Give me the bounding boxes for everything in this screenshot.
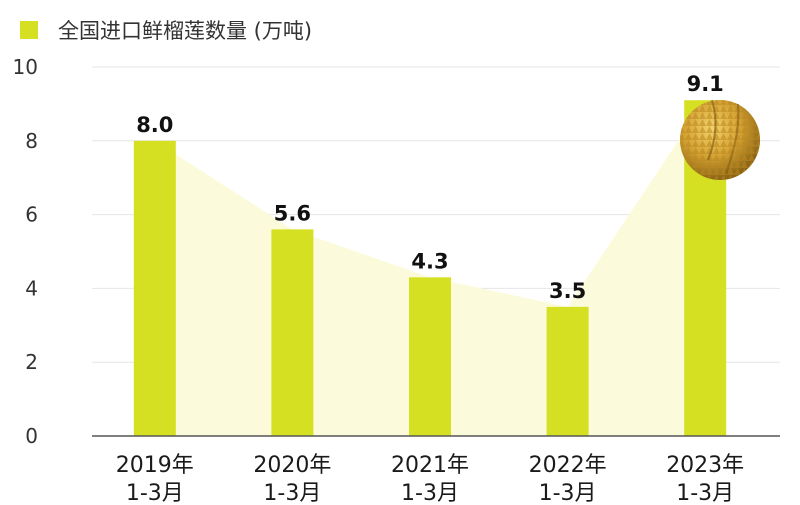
y-tick-label: 0 (25, 424, 38, 448)
bar (409, 277, 451, 436)
x-category-label: 2019年 (116, 453, 194, 478)
y-tick-label: 6 (25, 203, 38, 227)
bar (271, 229, 314, 436)
durian-icon (680, 99, 760, 180)
legend: 全国进口鲜榴莲数量 (万吨) (20, 19, 312, 43)
y-tick-label: 2 (25, 350, 38, 374)
bar (133, 140, 176, 437)
bar-value-label: 8.0 (136, 113, 173, 137)
bar-value-label: 3.5 (549, 279, 586, 303)
x-category-label: 2022年 (529, 453, 607, 478)
x-category-label: 1-3月 (126, 481, 184, 505)
bar-value-label: 5.6 (274, 201, 311, 225)
legend-swatch (20, 21, 38, 39)
x-category-label: 1-3月 (401, 481, 459, 505)
x-category-label: 1-3月 (539, 481, 597, 505)
y-axis-ticks: 0 2 4 6 8 10 (13, 55, 38, 448)
x-category-label: 2020年 (253, 453, 331, 478)
bars (133, 100, 727, 437)
bar-value-label: 9.1 (687, 72, 724, 96)
x-category-label: 1-3月 (263, 481, 321, 505)
x-axis-labels: 2019年 1-3月 2020年 1-3月 2021年 1-3月 2022年 1-3月 2023… (116, 453, 744, 505)
y-tick-label: 10 (13, 55, 38, 79)
bar-value-label: 4.3 (411, 249, 448, 273)
bar (546, 306, 589, 436)
x-category-label: 2021年 (391, 453, 469, 478)
x-category-label: 2023年 (666, 453, 744, 478)
y-tick-label: 4 (25, 276, 38, 300)
legend-label: 全国进口鲜榴莲数量 (万吨) (58, 19, 312, 43)
value-labels: 8.0 5.6 4.3 3.5 9.1 (136, 72, 724, 303)
x-category-label: 1-3月 (676, 481, 734, 505)
y-tick-label: 8 (25, 129, 38, 153)
